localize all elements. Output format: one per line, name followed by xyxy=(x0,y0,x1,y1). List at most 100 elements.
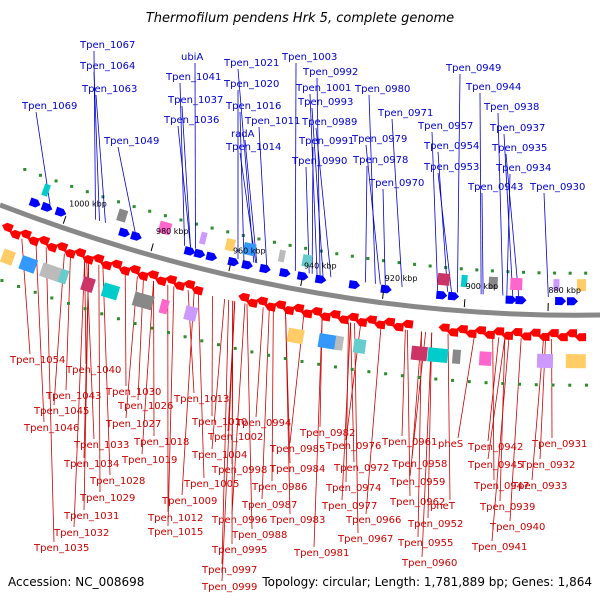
feature-block xyxy=(57,268,70,285)
scale-tick xyxy=(228,263,232,272)
gene-label: Tpen_0977 xyxy=(321,501,377,512)
feature-block xyxy=(157,220,173,236)
forward-gene-arrow xyxy=(193,248,206,259)
gene-label: Tpen_0998 xyxy=(211,465,267,476)
leader-line xyxy=(447,333,451,501)
gene-label: ubiA xyxy=(181,52,203,63)
leader-line xyxy=(244,139,258,264)
reverse-gene-arrow xyxy=(556,333,568,342)
ring-dot xyxy=(195,222,199,226)
ring-dot xyxy=(23,167,27,171)
gene-label: Tpen_1046 xyxy=(23,423,79,434)
leader-line xyxy=(95,94,106,223)
reverse-gene-arrow xyxy=(465,329,477,339)
gene-label: Tpen_0959 xyxy=(389,477,445,488)
gene-label: Tpen_1015 xyxy=(147,527,203,538)
reverse-gene-arrow xyxy=(173,281,186,291)
gene-label: Tpen_0985 xyxy=(269,444,325,455)
reverse-gene-arrow xyxy=(74,248,87,258)
gene-label: Tpen_1033 xyxy=(73,440,129,451)
gene-label: Tpen_0938 xyxy=(483,102,539,113)
gene-label: Tpen_1041 xyxy=(165,72,221,83)
reverse-gene-arrow xyxy=(575,333,587,342)
gene-label: Tpen_0992 xyxy=(302,67,358,78)
reverse-gene-arrow xyxy=(46,242,58,253)
gene-label: Tpen_1026 xyxy=(117,401,173,412)
leader-line xyxy=(271,309,274,482)
reverse-gene-arrow xyxy=(246,298,259,308)
leader-line xyxy=(491,337,510,542)
ring-dot xyxy=(397,261,401,265)
reverse-gene-arrow xyxy=(264,302,277,312)
ring-dot xyxy=(267,353,271,357)
ring-dot xyxy=(584,271,588,275)
leader-line xyxy=(481,192,484,295)
feature-block xyxy=(478,351,492,366)
ring-dot xyxy=(288,243,292,247)
gene-label: Tpen_1036 xyxy=(163,115,219,126)
ring-dot xyxy=(350,367,354,371)
accession-text: Accession: NC_008698 xyxy=(8,575,144,589)
gene-label: Tpen_0974 xyxy=(325,483,381,494)
forward-gene-arrow xyxy=(314,274,327,284)
gene-label: Tpen_1001 xyxy=(295,83,351,94)
feature-block xyxy=(460,274,468,288)
leader-line xyxy=(497,112,504,296)
leader-line xyxy=(487,337,506,460)
feature-block xyxy=(536,353,554,369)
feature-block xyxy=(242,241,257,257)
reverse-gene-arrow xyxy=(56,242,69,252)
gene-label: Tpen_1003 xyxy=(281,52,337,63)
gene-label: Tpen_1028 xyxy=(89,476,145,487)
gene-label: Tpen_0937 xyxy=(489,123,545,134)
ring-dot xyxy=(333,365,337,369)
gene-label: Tpen_0935 xyxy=(491,143,547,154)
leader-line xyxy=(177,125,191,248)
ring-dot xyxy=(179,218,183,222)
reverse-gene-arrow xyxy=(20,229,32,240)
leader-line xyxy=(294,62,297,271)
reverse-gene-arrow xyxy=(347,312,359,322)
reverse-gene-arrow xyxy=(438,323,450,333)
leader-line xyxy=(221,299,230,565)
gene-label: Tpen_0944 xyxy=(465,82,521,93)
ring-dot xyxy=(366,257,370,261)
gene-label: Tpen_0960 xyxy=(401,558,457,569)
gene-label: Tpen_0972 xyxy=(333,463,389,474)
top-leader-lines xyxy=(35,50,549,297)
reverse-gene-arrow xyxy=(319,312,331,322)
ring-dot xyxy=(233,346,237,350)
ring-dot xyxy=(484,381,488,385)
gene-label: Tpen_1005 xyxy=(183,479,239,490)
leader-line xyxy=(503,133,514,296)
leader-line xyxy=(211,298,226,450)
scale-label: 960 kbp xyxy=(233,247,266,256)
leader-line xyxy=(117,146,136,233)
reverse-gene-arrow xyxy=(511,328,523,337)
leader-line xyxy=(354,323,359,534)
leader-line xyxy=(345,322,349,483)
gene-label: Tpen_1009 xyxy=(161,496,217,507)
feature-block xyxy=(116,208,129,223)
reverse-gene-arrow xyxy=(147,270,160,280)
ring-dot xyxy=(163,214,167,218)
feature-block xyxy=(576,279,586,292)
reverse-gene-arrow xyxy=(2,222,14,233)
reverse-gene-arrow xyxy=(520,332,532,341)
gene-label: Tpen_0952 xyxy=(407,519,463,530)
leader-line xyxy=(506,173,511,296)
ring-dot xyxy=(83,307,87,311)
leader-line xyxy=(124,272,127,387)
leader-line xyxy=(406,329,411,497)
feature-block xyxy=(183,305,199,322)
ring-dot xyxy=(467,380,471,384)
ring-dot xyxy=(317,362,321,366)
ring-dot xyxy=(585,383,589,387)
gene-label: Tpen_0941 xyxy=(471,542,527,553)
genome-backbone xyxy=(0,202,600,318)
gene-label: Tpen_1040 xyxy=(65,365,121,376)
gene-label: Tpen_1064 xyxy=(79,61,135,72)
gene-label: Tpen_1034 xyxy=(63,459,119,470)
